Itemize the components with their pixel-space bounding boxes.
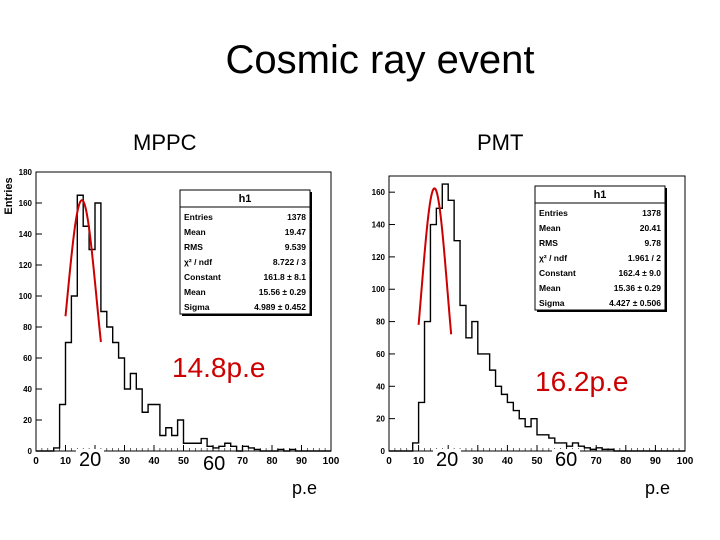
mppc-ytick-label: 120 bbox=[19, 261, 33, 270]
pmt-overlay-tick-60: 60 bbox=[552, 449, 581, 472]
pmt-xtick-label: 90 bbox=[650, 456, 662, 467]
mppc-ytick-label: 40 bbox=[23, 385, 32, 394]
mppc-ytick-label: 140 bbox=[19, 230, 33, 239]
mppc-photoelectron-annotation: 14.8p.e bbox=[172, 352, 266, 383]
pmt-ytick-label: 0 bbox=[381, 447, 386, 456]
pmt-gaussian-fit-curve bbox=[417, 187, 453, 335]
mppc-xtick-label: 100 bbox=[323, 456, 340, 467]
pmt-xtick-label: 30 bbox=[472, 456, 484, 467]
mppc-xtick-label: 70 bbox=[237, 456, 249, 467]
pmt-stats-box bbox=[534, 185, 666, 311]
mppc-stats-row-value: 1378 bbox=[287, 212, 306, 222]
pmt-xtick-label: 50 bbox=[531, 456, 543, 467]
pmt-ytick-label: 80 bbox=[376, 318, 385, 327]
mppc-stats-row-key: Mean bbox=[184, 227, 206, 237]
pmt-ytick-label: 160 bbox=[372, 188, 386, 197]
pmt-stats-row-key: Entries bbox=[539, 208, 568, 218]
mppc-xtick-label: 50 bbox=[178, 456, 190, 467]
mppc-stats-title: h1 bbox=[239, 193, 252, 205]
pmt-stats-row-key: χ² / ndf bbox=[539, 253, 567, 263]
pmt-xtick-label: 100 bbox=[677, 456, 694, 467]
mppc-stats-row-value: 8.722 / 3 bbox=[273, 257, 306, 267]
mppc-xtick-label: 0 bbox=[33, 456, 39, 467]
mppc-xtick-label: 10 bbox=[60, 456, 72, 467]
pmt-overlay-tick-20: 20 bbox=[433, 449, 462, 472]
mppc-unit-label: p.e bbox=[292, 478, 318, 498]
mppc-gaussian-fit-curve bbox=[64, 199, 102, 343]
mppc-stats-row-value: 19.47 bbox=[285, 227, 307, 237]
mppc-stats-box bbox=[179, 189, 311, 315]
pmt-stats-row-value: 162.4 ± 9.0 bbox=[619, 268, 662, 278]
mppc-panel-label: MPPC bbox=[133, 130, 197, 155]
pmt-ytick-label: 120 bbox=[372, 253, 386, 262]
mppc-ytick-label: 160 bbox=[19, 199, 33, 208]
mppc-xtick-label: 90 bbox=[296, 456, 308, 467]
pmt-unit-label: p.e bbox=[645, 478, 671, 498]
pmt-stats-row-value: 9.78 bbox=[644, 238, 661, 248]
pmt-xtick-label: 40 bbox=[502, 456, 514, 467]
mppc-ytick-label: 100 bbox=[19, 292, 33, 301]
mppc-stats-row-value: 9.539 bbox=[285, 242, 307, 252]
pmt-stats-row-value: 1378 bbox=[642, 208, 661, 218]
mppc-histogram-series bbox=[36, 194, 331, 452]
pmt-stats-row-key: Mean bbox=[539, 223, 561, 233]
mppc-ylabel: Entries bbox=[3, 177, 15, 214]
pmt-stats-row-key: Constant bbox=[539, 268, 576, 278]
pmt-photoelectron-annotation: 16.2p.e bbox=[535, 366, 629, 397]
slide-title: Cosmic ray event bbox=[225, 38, 535, 82]
mppc-ytick-label: 80 bbox=[23, 323, 32, 332]
mppc-stats-row-key: Sigma bbox=[184, 302, 210, 312]
pmt-ytick-label: 40 bbox=[376, 382, 385, 391]
mppc-ytick-label: 60 bbox=[23, 354, 32, 363]
mppc-ytick-label: 0 bbox=[28, 447, 33, 456]
pmt-stats-row-value: 15.36 ± 0.29 bbox=[614, 283, 661, 293]
mppc-xtick-label: 30 bbox=[119, 456, 131, 467]
pmt-stats-row-key: Sigma bbox=[539, 298, 565, 308]
mppc-overlay-tick-60: 60 bbox=[200, 453, 229, 476]
mppc-ytick-label: 20 bbox=[23, 416, 32, 425]
mppc-overlay-tick-20: 20 bbox=[76, 449, 105, 472]
pmt-stats-row-value: 1.961 / 2 bbox=[628, 253, 661, 263]
pmt-panel-label: PMT bbox=[477, 130, 524, 155]
mppc-stats-row-value: 15.56 ± 0.29 bbox=[259, 287, 306, 297]
mppc-stats-row-key: RMS bbox=[184, 242, 203, 252]
pmt-ytick-label: 20 bbox=[376, 415, 385, 424]
pmt-stats-row-key: RMS bbox=[539, 238, 558, 248]
mppc-ytick-label: 180 bbox=[19, 168, 33, 177]
pmt-xtick-label: 0 bbox=[386, 456, 392, 467]
pmt-stats-row-value: 20.41 bbox=[640, 223, 662, 233]
mppc-stats-row-value: 4.989 ± 0.452 bbox=[254, 302, 306, 312]
pmt-stats-title: h1 bbox=[594, 189, 607, 201]
mppc-stats-row-key: Constant bbox=[184, 272, 221, 282]
mppc-stats-row-key: Entries bbox=[184, 212, 213, 222]
mppc-stats-row-key: Mean bbox=[184, 287, 206, 297]
mppc-xtick-label: 80 bbox=[266, 456, 278, 467]
pmt-ytick-label: 140 bbox=[372, 221, 386, 230]
pmt-xtick-label: 80 bbox=[620, 456, 632, 467]
mppc-stats-row-key: χ² / ndf bbox=[184, 257, 212, 267]
pmt-stats-row-key: Mean bbox=[539, 283, 561, 293]
mppc-stats-row-value: 161.8 ± 8.1 bbox=[264, 272, 307, 282]
mppc-xtick-label: 40 bbox=[148, 456, 160, 467]
pmt-stats-row-value: 4.427 ± 0.506 bbox=[609, 298, 661, 308]
pmt-ytick-label: 60 bbox=[376, 350, 385, 359]
pmt-ytick-label: 100 bbox=[372, 285, 386, 294]
pmt-xtick-label: 10 bbox=[413, 456, 425, 467]
pmt-xtick-label: 70 bbox=[591, 456, 603, 467]
